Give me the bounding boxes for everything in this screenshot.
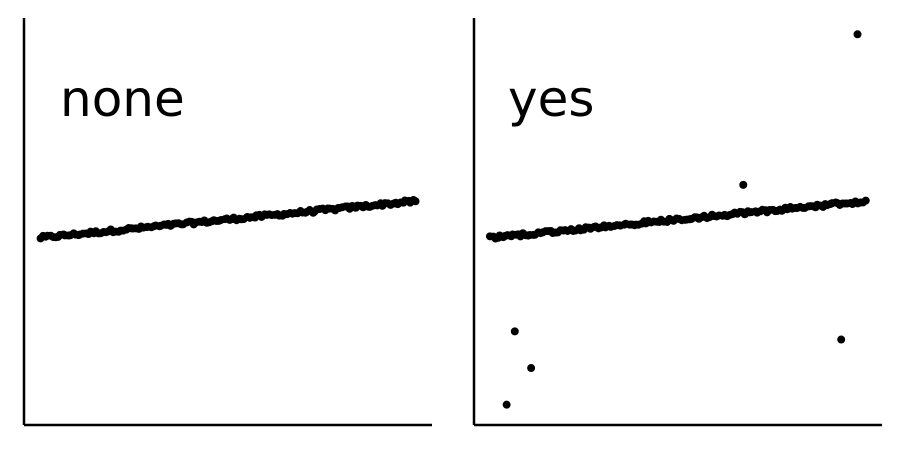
outlier-point xyxy=(510,327,519,336)
panel-label: none xyxy=(60,70,185,128)
panel-none: none xyxy=(22,18,432,427)
scatter-point xyxy=(411,197,420,206)
scatter-points xyxy=(36,196,420,243)
scatter-point xyxy=(861,196,870,205)
outlier-point xyxy=(837,335,846,344)
panel-yes: yes xyxy=(472,18,882,427)
outlier-point xyxy=(739,180,748,189)
panel-label: yes xyxy=(508,70,594,128)
outlier-point xyxy=(853,30,862,39)
outlier-point xyxy=(527,364,536,373)
outlier-point xyxy=(502,400,511,409)
scatter-points xyxy=(485,30,870,409)
